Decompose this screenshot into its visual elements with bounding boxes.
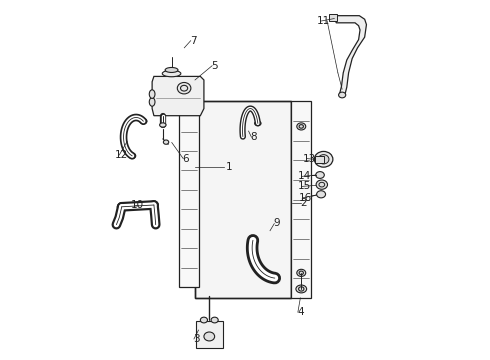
Text: 3: 3 [194, 334, 200, 344]
Text: 15: 15 [297, 181, 311, 192]
Text: 7: 7 [190, 36, 196, 46]
Ellipse shape [316, 180, 327, 189]
Ellipse shape [316, 172, 324, 179]
Text: 16: 16 [299, 193, 312, 203]
Ellipse shape [149, 202, 158, 208]
Ellipse shape [128, 153, 136, 158]
Text: 9: 9 [274, 218, 280, 228]
Ellipse shape [297, 269, 306, 276]
Polygon shape [336, 16, 367, 94]
Text: 12: 12 [115, 150, 128, 160]
Ellipse shape [163, 140, 169, 144]
Ellipse shape [255, 121, 261, 126]
Ellipse shape [297, 123, 306, 130]
Bar [316, 156, 324, 163]
Bar [292, 102, 311, 298]
Polygon shape [152, 76, 204, 116]
Bar [179, 112, 198, 287]
Ellipse shape [211, 317, 218, 323]
Ellipse shape [149, 98, 155, 106]
Ellipse shape [318, 155, 329, 164]
Ellipse shape [339, 92, 346, 98]
Ellipse shape [160, 123, 166, 127]
Ellipse shape [140, 118, 147, 124]
Text: 13: 13 [303, 154, 316, 163]
Bar [196, 321, 223, 348]
Ellipse shape [248, 237, 257, 243]
Bar [195, 102, 292, 298]
Ellipse shape [200, 317, 207, 323]
Ellipse shape [177, 82, 191, 94]
Ellipse shape [165, 67, 178, 72]
Text: 11: 11 [317, 16, 330, 26]
Ellipse shape [270, 275, 279, 281]
Text: 10: 10 [131, 200, 145, 210]
Ellipse shape [314, 152, 333, 167]
Bar [329, 14, 337, 21]
Text: 6: 6 [183, 154, 189, 163]
Bar [181, 103, 197, 112]
Ellipse shape [117, 203, 126, 210]
Ellipse shape [162, 70, 181, 77]
Text: 2: 2 [301, 198, 307, 208]
Text: 5: 5 [211, 61, 218, 71]
Bar [195, 102, 292, 298]
Text: 1: 1 [225, 162, 232, 172]
Ellipse shape [186, 105, 192, 111]
Ellipse shape [152, 222, 159, 228]
Ellipse shape [113, 222, 120, 228]
Text: 4: 4 [297, 307, 304, 317]
Ellipse shape [149, 90, 155, 98]
Text: 8: 8 [250, 132, 257, 142]
Ellipse shape [296, 285, 307, 293]
Ellipse shape [317, 191, 325, 198]
Text: 14: 14 [297, 171, 311, 181]
Ellipse shape [204, 332, 215, 341]
